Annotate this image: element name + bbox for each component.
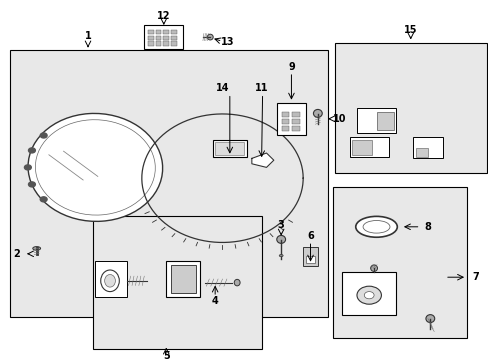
Bar (212, 140, 246, 157)
Bar (171, 36, 177, 40)
Bar (171, 41, 177, 46)
Circle shape (28, 182, 35, 187)
Text: 13: 13 (220, 37, 234, 48)
Bar (215, 142, 244, 155)
Text: 5: 5 (163, 351, 169, 360)
Bar (305, 256, 315, 263)
Circle shape (40, 133, 47, 138)
Bar (351, 140, 371, 155)
Text: 12: 12 (157, 11, 170, 21)
Ellipse shape (104, 274, 115, 287)
Bar (93, 216, 261, 349)
Ellipse shape (276, 235, 285, 243)
Circle shape (28, 148, 35, 153)
Ellipse shape (313, 109, 322, 117)
Bar (166, 261, 200, 297)
Bar (342, 272, 395, 315)
Bar (171, 30, 177, 34)
Bar (147, 30, 153, 34)
Text: 14: 14 (215, 83, 229, 93)
Ellipse shape (33, 247, 41, 250)
Bar (163, 30, 169, 34)
Text: 1: 1 (84, 31, 91, 41)
Bar (415, 148, 427, 157)
Bar (147, 36, 153, 40)
Text: 9: 9 (287, 62, 294, 72)
Text: 7: 7 (471, 272, 478, 282)
Text: 15: 15 (403, 24, 417, 35)
Bar (292, 119, 299, 124)
Circle shape (40, 197, 47, 202)
Bar (376, 112, 393, 130)
Bar (281, 112, 288, 117)
Ellipse shape (364, 292, 373, 299)
Ellipse shape (35, 120, 155, 215)
Bar (155, 41, 161, 46)
Ellipse shape (234, 279, 240, 286)
Ellipse shape (356, 286, 381, 304)
Text: 11: 11 (254, 83, 268, 93)
Bar (147, 41, 153, 46)
Bar (281, 119, 288, 124)
Ellipse shape (355, 216, 397, 237)
Ellipse shape (101, 270, 119, 292)
Bar (155, 36, 161, 40)
Ellipse shape (370, 265, 377, 271)
Ellipse shape (207, 34, 213, 40)
Bar (349, 137, 388, 157)
Text: 2: 2 (14, 249, 20, 259)
Bar (10, 50, 327, 317)
Bar (356, 108, 395, 133)
Bar (171, 265, 195, 293)
Polygon shape (251, 153, 273, 167)
Text: 6: 6 (306, 231, 313, 241)
Bar (144, 25, 183, 49)
Ellipse shape (425, 315, 434, 323)
Bar (276, 103, 305, 135)
Bar (155, 30, 161, 34)
Text: 10: 10 (332, 114, 346, 124)
Bar (332, 187, 466, 338)
Bar (292, 112, 299, 117)
Bar (163, 41, 169, 46)
Bar (412, 137, 442, 158)
Bar (334, 43, 486, 173)
Text: 4: 4 (211, 296, 218, 306)
Bar (95, 261, 127, 297)
Ellipse shape (362, 220, 389, 233)
Bar (281, 126, 288, 131)
Text: 3: 3 (277, 220, 284, 230)
Bar (163, 36, 169, 40)
Ellipse shape (28, 113, 163, 221)
Ellipse shape (279, 255, 283, 257)
Circle shape (24, 165, 31, 170)
Bar (292, 126, 299, 131)
Bar (303, 247, 317, 266)
Text: 8: 8 (424, 222, 430, 232)
